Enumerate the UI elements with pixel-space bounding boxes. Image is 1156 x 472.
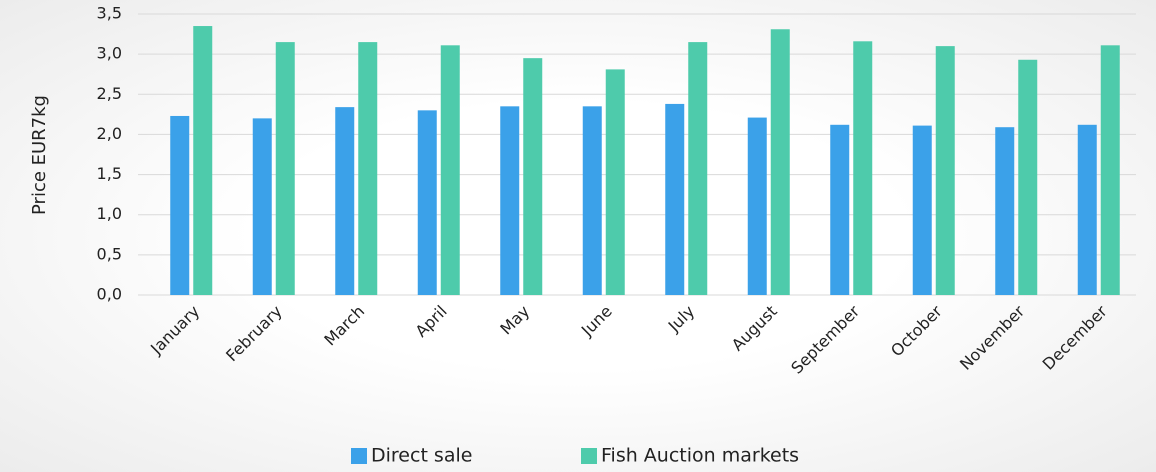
bar — [417, 110, 437, 295]
bar — [335, 107, 355, 295]
bar — [665, 103, 685, 295]
y-tick-label: 3,0 — [97, 44, 122, 63]
bar — [912, 125, 932, 296]
bar — [275, 42, 295, 295]
bar — [935, 46, 955, 295]
bar — [770, 29, 790, 296]
bar — [605, 69, 625, 295]
bar — [582, 106, 602, 295]
bar — [995, 127, 1015, 296]
y-tick-label: 2,0 — [97, 124, 122, 143]
x-tick-label: July — [664, 302, 698, 336]
bar — [193, 26, 213, 296]
legend-swatch — [351, 448, 367, 464]
bar — [688, 42, 708, 295]
legend-swatch — [581, 448, 597, 464]
x-tick-label: August — [728, 302, 781, 355]
x-tick-label: May — [496, 302, 533, 339]
x-tick-label: October — [887, 301, 946, 360]
y-tick-label: 0,0 — [97, 285, 122, 304]
legend-label: Fish Auction markets — [601, 445, 799, 467]
bar — [523, 58, 543, 296]
x-tick-label: April — [411, 302, 450, 341]
y-tick-label: 3,5 — [97, 4, 122, 23]
x-tick-label: December — [1039, 301, 1111, 373]
x-tick-label: September — [787, 301, 863, 377]
bar — [1077, 124, 1097, 296]
y-tick-label: 2,5 — [97, 84, 122, 103]
bar — [853, 41, 873, 295]
y-tick-label: 0,5 — [97, 244, 122, 263]
bar — [500, 106, 520, 295]
x-tick-label: June — [577, 302, 616, 341]
bar — [440, 45, 460, 295]
x-tick-label: February — [222, 302, 286, 366]
bar — [1018, 59, 1038, 296]
bar — [170, 115, 190, 295]
x-tick-label: November — [956, 301, 1029, 374]
y-tick-label: 1,5 — [97, 164, 122, 183]
bar — [830, 124, 850, 296]
x-tick-label: March — [320, 302, 368, 350]
bar — [252, 118, 272, 295]
y-axis-title: Price EUR7kg — [29, 95, 50, 215]
bar — [358, 42, 378, 295]
bar — [747, 117, 767, 295]
x-tick-label: January — [146, 302, 203, 359]
bar — [1100, 45, 1120, 295]
y-tick-label: 1,0 — [97, 204, 122, 223]
legend-label: Direct sale — [371, 445, 472, 467]
